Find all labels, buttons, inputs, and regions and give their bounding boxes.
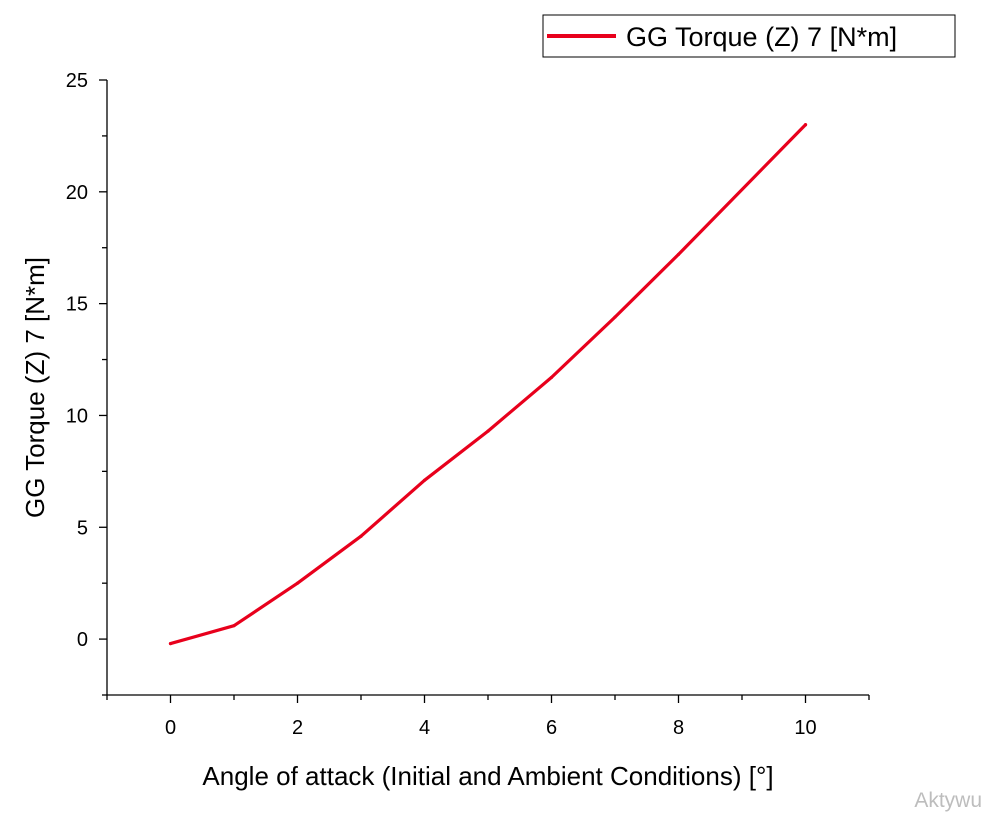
data-point [676,252,681,257]
data-point [486,429,490,433]
series-layer [168,123,808,646]
data-point [168,641,173,646]
series-line [168,123,808,646]
x-tick-label: 8 [673,717,684,739]
x-axis-ticks: 0 2 4 6 8 10 [106,695,870,739]
y-axis-ticks: 0 5 10 15 20 25 [66,70,107,696]
y-tick-label: 5 [77,517,88,539]
data-point [422,478,427,482]
x-tick-label: 4 [419,717,430,739]
data-point [613,315,617,319]
y-axis-title: GG Torque (Z) 7 [N*m] [20,257,50,518]
x-axis-title: Angle of attack (Initial and Ambient Con… [202,761,773,791]
data-point [295,581,300,585]
data-point [803,123,808,127]
watermark-text: Aktywu [914,789,982,812]
legend: GG Torque (Z) 7 [N*m] [542,14,956,58]
data-point [359,534,363,538]
x-tick-label: 2 [292,717,303,739]
data-point [232,624,236,628]
axes [106,80,869,696]
y-tick-label: 0 [77,629,88,651]
x-tick-label: 10 [794,717,816,739]
y-tick-label: 20 [66,182,88,204]
y-tick-label: 15 [66,294,88,316]
y-tick-label: 10 [66,405,88,427]
x-tick-label: 6 [546,717,557,739]
legend-label: GG Torque (Z) 7 [N*m] [626,22,897,52]
x-tick-label: 0 [165,717,176,739]
y-tick-label: 25 [66,70,88,92]
data-point [549,375,554,380]
